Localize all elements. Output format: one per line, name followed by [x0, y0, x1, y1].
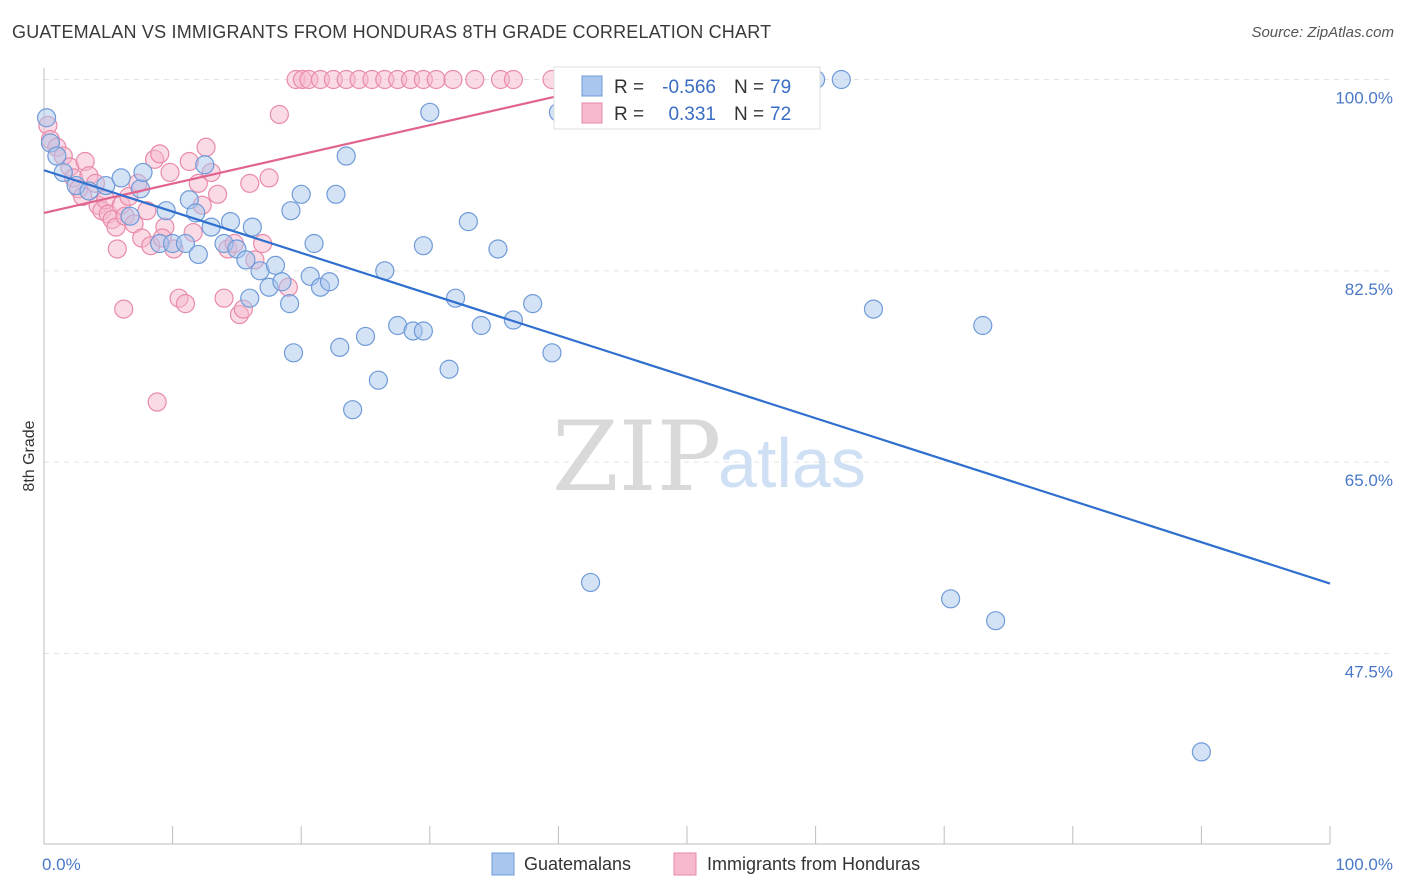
data-point	[330, 337, 350, 357]
data-point	[195, 155, 215, 175]
source-label: Source: ZipAtlas.com	[1251, 24, 1394, 41]
data-point	[368, 370, 388, 390]
y-tick-label: 100.0%	[1335, 89, 1393, 108]
data-point	[863, 299, 884, 319]
data-point	[488, 239, 508, 259]
x-tick-label-max: 100.0%	[1335, 855, 1393, 874]
data-point	[326, 184, 346, 204]
data-point	[542, 343, 562, 363]
legend-swatch-guatemalans	[581, 75, 603, 97]
y-tick-label: 82.5%	[1345, 280, 1393, 299]
data-point	[179, 151, 199, 172]
data-point	[150, 144, 170, 164]
data-point	[133, 162, 153, 183]
legend-n-value-1: 79	[770, 77, 791, 98]
bottom-legend-honduras: Immigrants from Honduras	[707, 854, 920, 874]
stats-legend: R = -0.566 N = 79 R = 0.331 N = 72	[553, 66, 821, 130]
data-point	[319, 272, 340, 292]
data-point	[160, 162, 180, 183]
data-point	[175, 233, 196, 254]
x-ticks	[43, 826, 1331, 844]
data-point	[986, 611, 1006, 631]
data-point	[188, 244, 208, 265]
data-point	[973, 315, 993, 336]
data-point	[439, 359, 459, 379]
bottom-legend-swatch-honduras	[673, 852, 697, 876]
data-point	[280, 294, 300, 314]
data-point	[443, 69, 463, 90]
data-point	[214, 288, 234, 308]
data-point	[120, 206, 140, 226]
data-point	[96, 175, 116, 196]
data-point	[336, 146, 356, 166]
data-point	[343, 400, 363, 420]
legend-r-label-2: R =	[614, 104, 644, 125]
data-point	[465, 69, 485, 90]
data-point	[580, 572, 601, 593]
legend-r-value-1: -0.566	[662, 77, 716, 98]
data-point	[272, 272, 292, 292]
y-tick-label: 47.5%	[1345, 663, 1393, 682]
data-point	[240, 173, 260, 193]
legend-r-label-1: R =	[614, 77, 644, 98]
data-point	[831, 69, 851, 90]
series-legend: Guatemalans Immigrants from Honduras	[491, 852, 920, 876]
data-point	[420, 102, 440, 122]
legend-r-value-2: 0.331	[668, 104, 716, 125]
data-point	[941, 589, 961, 609]
data-point	[196, 137, 216, 157]
data-point	[114, 299, 134, 319]
trend-line-honduras	[43, 94, 559, 214]
bottom-legend-swatch-guatemalans	[491, 852, 515, 876]
gridlines	[44, 79, 1392, 654]
data-point	[523, 294, 543, 314]
data-point	[156, 201, 176, 221]
data-point	[147, 392, 167, 412]
data-point	[236, 250, 256, 270]
data-point	[269, 104, 289, 125]
data-point	[259, 168, 279, 188]
y-axis-label: 8th Grade	[21, 420, 38, 491]
watermark-zip: ZIP	[552, 401, 721, 513]
legend-n-value-2: 72	[770, 104, 791, 125]
data-point	[265, 255, 286, 275]
data-point	[283, 343, 304, 363]
data-point	[36, 108, 57, 128]
data-point	[1191, 742, 1212, 762]
y-tick-label: 65.0%	[1345, 471, 1393, 490]
data-point	[291, 184, 311, 204]
data-point	[426, 69, 446, 90]
legend-swatch-honduras	[581, 102, 603, 124]
data-point	[458, 212, 478, 232]
data-point	[355, 326, 376, 347]
data-point	[111, 168, 131, 188]
x-tick-label-min: 0.0%	[42, 855, 81, 874]
data-point	[413, 236, 433, 256]
watermark: ZIP atlas	[552, 401, 866, 513]
data-point	[413, 321, 433, 341]
data-point	[503, 69, 523, 90]
trend-line-guatemalans	[43, 169, 1331, 585]
data-point	[242, 217, 262, 237]
data-point	[175, 294, 196, 314]
data-point	[304, 233, 324, 254]
bottom-legend-guatemalans: Guatemalans	[524, 854, 631, 874]
watermark-atlas: atlas	[718, 424, 866, 502]
data-point	[445, 288, 466, 308]
data-point	[208, 184, 228, 204]
trend-lines	[43, 94, 1331, 585]
data-point	[240, 288, 260, 308]
data-point	[471, 315, 491, 336]
data-point	[281, 201, 301, 221]
data-point	[47, 146, 67, 166]
data-point	[107, 239, 127, 259]
legend-n-label-2: N =	[734, 104, 764, 125]
legend-n-label-1: N =	[734, 77, 764, 98]
y-tick-labels: 47.5% 65.0% 82.5% 100.0%	[1335, 89, 1393, 682]
chart-title: GUATEMALAN VS IMMIGRANTS FROM HONDURAS 8…	[12, 22, 772, 42]
